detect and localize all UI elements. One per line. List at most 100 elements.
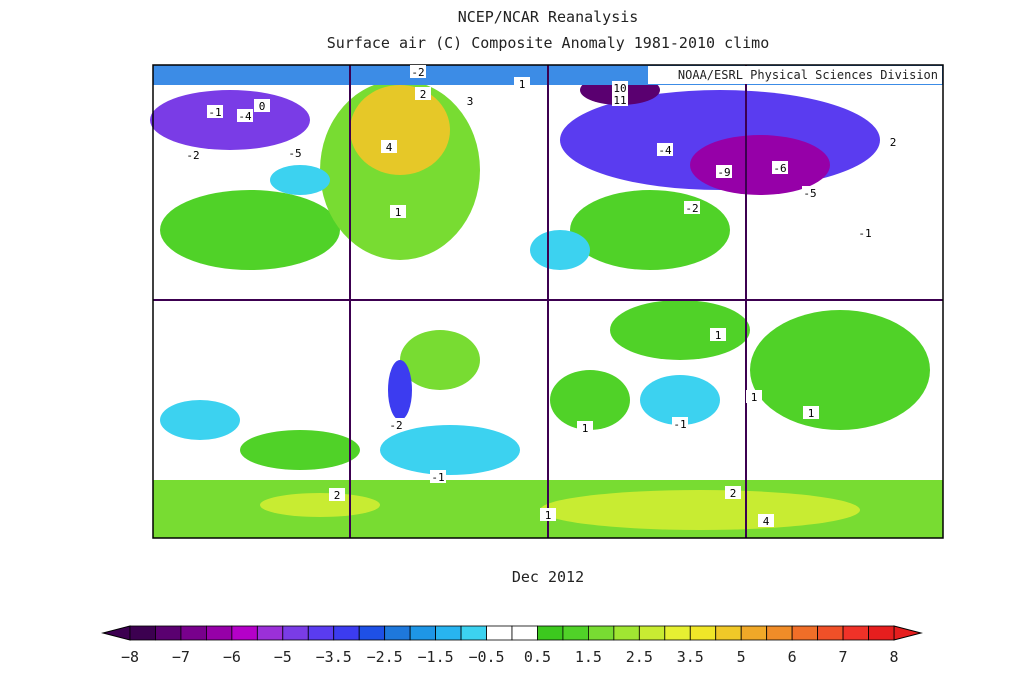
map: NOAA/ESRL Physical Sciences Division -2 1… — [150, 64, 944, 539]
contour-label: 1 — [545, 509, 552, 522]
contour-label: 4 — [386, 141, 393, 154]
colorbar-swatch — [511, 625, 538, 641]
contour-label: 1 — [395, 206, 402, 219]
contour-label-box — [254, 99, 270, 112]
colorbar-label: 0.5 — [524, 648, 551, 666]
contour-label: -4 — [238, 110, 252, 123]
contour-label: -2 — [186, 149, 199, 162]
contour-label: -1 — [858, 227, 871, 240]
subtitle: Surface air (C) Composite Anomaly 1981-2… — [327, 34, 770, 52]
colorbar-swatch — [689, 625, 717, 641]
colorbar-label: −6 — [223, 648, 241, 666]
colorbar-label: 7 — [839, 648, 848, 666]
colorbar-swatch — [205, 625, 233, 641]
contour-label: -2 — [411, 66, 424, 79]
contour-label: 11 — [613, 94, 626, 107]
contour-label: -6 — [773, 162, 786, 175]
colorbar-label: 2.5 — [626, 648, 653, 666]
colorbar: −8 −7 −6 −5 −3.5 −2.5 −1.5 −0.5 0.5 1.5 2.5 3.5 5 6 7 8 — [101, 625, 923, 666]
contour-label-box — [540, 508, 556, 521]
colorbar-swatch — [613, 625, 640, 641]
colorbar-swatch — [409, 625, 436, 641]
colorbar-swatch — [307, 625, 335, 641]
contour-label-box — [390, 205, 406, 218]
contour-label: 1 — [582, 422, 589, 435]
contour-label-box — [410, 65, 426, 78]
colorbar-swatch — [537, 625, 564, 641]
contour-label-box — [185, 148, 201, 161]
contour-label-box — [329, 488, 345, 501]
contour-label: -2 — [685, 202, 698, 215]
credit-box — [648, 66, 942, 84]
map-frame — [152, 64, 944, 539]
colorbar-swatch — [740, 625, 768, 641]
colorbar-swatch — [486, 625, 513, 641]
contour-label-box — [287, 146, 303, 159]
colorbar-swatch — [562, 625, 589, 641]
colorbar-swatch — [282, 625, 309, 641]
colorbar-swatch — [155, 625, 182, 641]
contour-label-box — [684, 201, 700, 214]
colorbar-swatch — [588, 625, 615, 641]
contour-label: 2 — [334, 489, 341, 502]
contour-label: 10 — [613, 82, 626, 95]
contour-label: 3 — [467, 95, 474, 108]
contour-label-box — [802, 186, 818, 199]
contour-label-box — [716, 165, 732, 178]
contour-label: 4 — [763, 515, 770, 528]
anomaly-fields — [150, 65, 943, 538]
colorbar-swatch — [638, 625, 666, 641]
contour-label-box — [885, 135, 901, 148]
grid-lines — [153, 65, 943, 538]
contour-label-box — [803, 406, 819, 419]
contour-label: -9 — [717, 166, 730, 179]
colorbar-label: −1.5 — [418, 648, 454, 666]
contour-label: 1 — [715, 329, 722, 342]
colorbar-label: −0.5 — [468, 648, 504, 666]
credit: NOAA/ESRL Physical Sciences Division — [678, 68, 938, 82]
contour-label-box — [612, 81, 628, 94]
contour-label: 0 — [259, 100, 266, 113]
colorbar-label: −3.5 — [316, 648, 352, 666]
colorbar-label: −7 — [172, 648, 190, 666]
title: NCEP/NCAR Reanalysis — [458, 8, 639, 26]
contour-label-box — [772, 161, 788, 174]
colorbar-label: 5 — [737, 648, 746, 666]
colorbar-swatch — [333, 625, 360, 641]
colorbar-label: 1.5 — [575, 648, 602, 666]
contour-label-box — [415, 87, 431, 100]
colorbar-swatch — [715, 625, 742, 641]
colorbar-swatch — [868, 625, 895, 641]
contour-label: 2 — [420, 88, 427, 101]
contour-label: 1 — [519, 78, 526, 91]
contour-label-box — [577, 421, 593, 434]
colorbar-swatch — [384, 625, 411, 641]
colorbar-swatch — [766, 625, 793, 641]
colorbar-label: 6 — [788, 648, 797, 666]
contour-label-box — [657, 143, 673, 156]
contour-label: 2 — [730, 487, 737, 500]
contour-label-box — [746, 390, 762, 403]
contour-label-box — [514, 77, 530, 90]
contour-label: 1 — [751, 391, 758, 404]
contour-label-box — [237, 109, 253, 122]
colorbar-swatch — [256, 625, 284, 641]
contour-label: 2 — [890, 136, 897, 149]
contour-label: 1 — [808, 407, 815, 420]
contour-label-box — [725, 486, 741, 499]
contour-label: -1 — [673, 418, 686, 431]
contour-label-box — [672, 417, 688, 430]
contour-label-box — [612, 93, 628, 106]
contour-label: -1 — [431, 471, 444, 484]
contour-label: -4 — [658, 144, 672, 157]
contour-label-box — [758, 514, 774, 527]
contour-label-box — [857, 226, 873, 239]
colorbar-swatch — [231, 625, 258, 641]
contour-label-box — [430, 470, 446, 483]
colorbar-swatch — [129, 625, 156, 641]
colorbar-label: −5 — [274, 648, 292, 666]
colorbar-label: 8 — [889, 648, 898, 666]
colorbar-label: 3.5 — [677, 648, 704, 666]
